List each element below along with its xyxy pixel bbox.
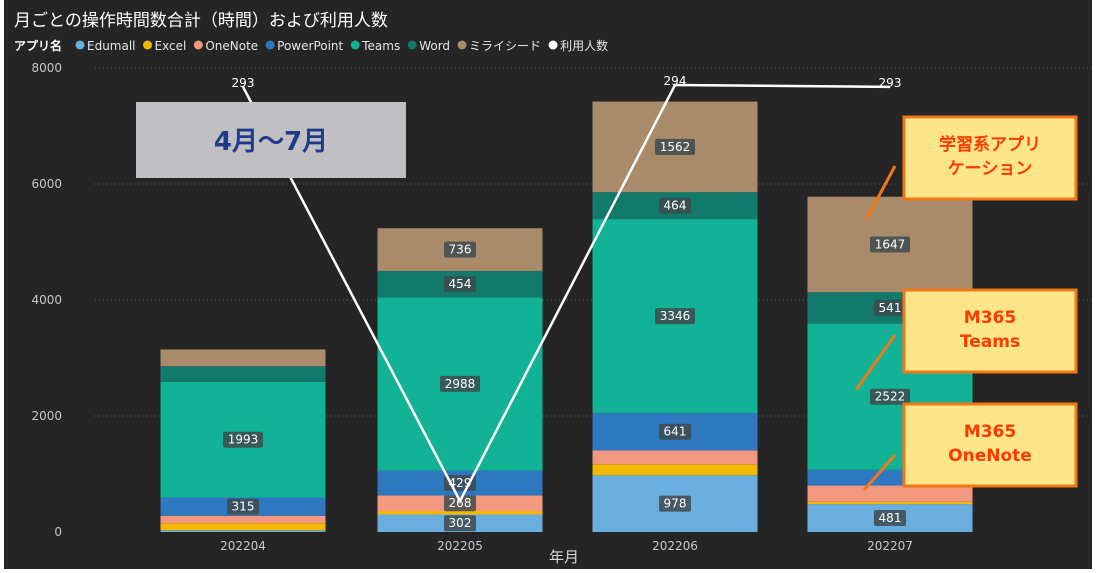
legend-title: アプリ名 <box>14 38 62 53</box>
legend[interactable]: アプリ名 Edumall Excel OneNote PowerPoint Teams W… <box>14 38 608 53</box>
legend-item-label: OneNote <box>205 39 258 53</box>
bar-segment <box>160 366 326 382</box>
data-label-box <box>444 515 476 532</box>
y-tick-label: 6000 <box>31 177 62 191</box>
x-tick-label: 202204 <box>220 539 266 553</box>
data-label-box <box>444 241 476 258</box>
user-count-label: 293 <box>232 76 255 90</box>
data-label-box <box>227 498 259 515</box>
data-label: 481 <box>879 511 902 525</box>
x-tick-label: 202207 <box>867 539 913 553</box>
callout-box <box>902 288 1078 374</box>
x-axis: 202204 202205 202206 202207 <box>220 539 913 553</box>
bar-segment <box>160 523 326 531</box>
legend-item-label: Teams <box>361 39 400 53</box>
legend-marker <box>548 40 558 50</box>
user-count-polyline <box>241 83 891 504</box>
legend-item-label: 利用人数 <box>560 38 608 53</box>
callout-text: ケーション <box>948 159 1033 179</box>
legend-item-label: Excel <box>155 39 187 53</box>
data-label: 1647 <box>875 237 906 251</box>
data-label-box <box>870 388 910 405</box>
callout-box <box>902 115 1078 201</box>
data-label: 464 <box>664 199 687 213</box>
legend-marker <box>143 40 153 50</box>
data-label-box <box>440 375 480 392</box>
callout-box <box>902 402 1078 488</box>
data-label: 302 <box>449 516 472 530</box>
callout-text: Teams <box>960 332 1020 352</box>
legend-marker <box>457 40 467 50</box>
legend-item-label: ミライシード <box>469 39 541 53</box>
data-label: 454 <box>449 277 472 291</box>
period-annotation: 4月～7月 <box>136 102 406 178</box>
data-label: 429 <box>449 476 472 490</box>
x-tick-label: 202205 <box>437 539 483 553</box>
y-axis: 0 2000 4000 6000 8000 <box>31 61 62 539</box>
data-label-box <box>659 423 691 440</box>
data-label: 1562 <box>660 140 691 154</box>
bar-segment <box>807 501 973 505</box>
data-label-box <box>655 308 695 325</box>
legend-marker <box>193 40 203 50</box>
user-count-label: 294 <box>664 74 687 88</box>
data-label: 3346 <box>660 309 691 323</box>
bars: 3151993302268429298845473697864133464641… <box>160 101 973 532</box>
bar-segment <box>160 349 326 367</box>
callout-text: M365 <box>964 308 1016 328</box>
callout-pointer <box>862 454 897 491</box>
bar-segment <box>160 530 326 532</box>
legend-marker <box>350 40 360 50</box>
legend-item-label: Edumall <box>87 39 136 53</box>
bar-segment <box>592 464 758 476</box>
legend-item-label: PowerPoint <box>277 39 343 53</box>
bar-segment <box>160 515 326 524</box>
period-box <box>136 102 406 178</box>
data-label: 2522 <box>875 390 906 404</box>
x-axis-title: 年月 <box>549 548 579 566</box>
y-tick-label: 0 <box>54 525 62 539</box>
data-label: 315 <box>232 500 255 514</box>
callout-text: OneNote <box>948 446 1032 466</box>
data-label-box <box>444 276 476 293</box>
bar-segment <box>807 485 973 502</box>
data-label-box <box>874 299 906 316</box>
legend-marker <box>75 40 85 50</box>
callout-text: M365 <box>964 422 1016 442</box>
legend-marker <box>407 40 417 50</box>
data-label-box <box>659 197 691 214</box>
y-tick-label: 8000 <box>31 61 62 75</box>
callout-pointer <box>854 334 897 391</box>
period-label: 4月～7月 <box>214 127 328 157</box>
callout-text: 学習系アプリ <box>939 134 1041 155</box>
data-label-box <box>874 510 906 527</box>
data-label: 736 <box>449 243 472 257</box>
chart-title: 月ごとの操作時間数合計（時間）および利用人数 <box>14 11 388 31</box>
bar-segment <box>592 450 758 465</box>
x-tick-label: 202206 <box>652 539 698 553</box>
legend-marker <box>265 40 275 50</box>
user-count-line: 293 294 293 <box>232 74 902 504</box>
data-label: 978 <box>664 497 687 511</box>
data-label: 1993 <box>228 433 259 447</box>
data-label: 541 <box>879 301 902 315</box>
y-tick-label: 2000 <box>31 409 62 423</box>
user-count-label: 293 <box>879 76 902 90</box>
y-tick-label: 4000 <box>31 293 62 307</box>
data-label-box <box>223 431 263 448</box>
data-label-box <box>870 236 910 253</box>
data-label-box <box>655 138 695 155</box>
legend-item-label: Word <box>419 39 450 53</box>
data-label: 2988 <box>445 377 476 391</box>
bar-segment <box>377 511 543 515</box>
data-label-box <box>659 495 691 512</box>
data-label: 641 <box>664 425 687 439</box>
callout-pointer <box>864 165 897 221</box>
